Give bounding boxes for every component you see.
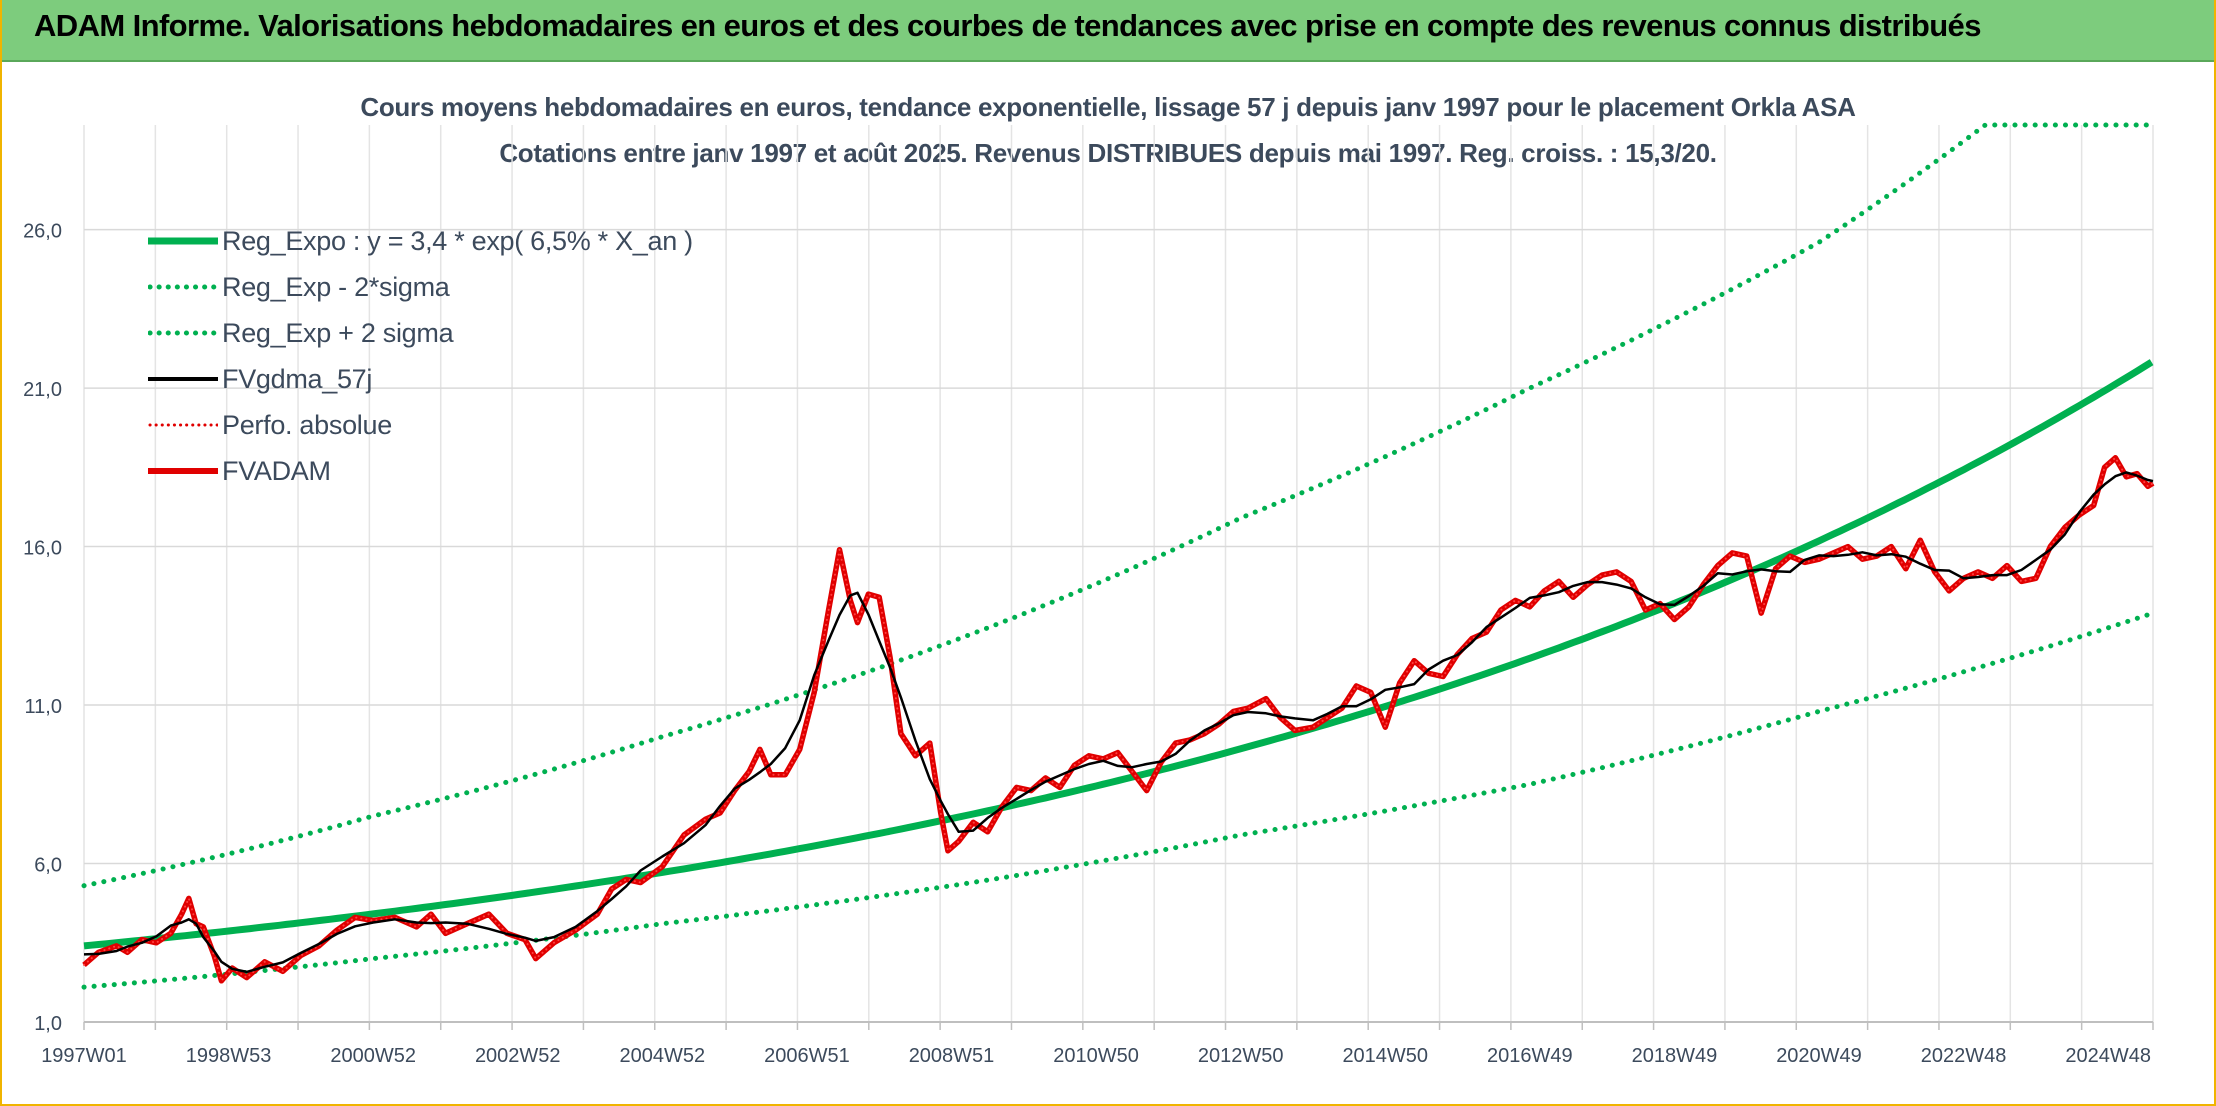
legend-item-reg-exp-minus: Reg_Exp - 2*sigma — [148, 264, 693, 310]
y-tick-label: 21,0 — [23, 379, 62, 401]
legend-label-reg-expo: Reg_Expo : y = 3,4 * exp( 6,5% * X_an ) — [222, 225, 693, 256]
legend-label-perfo: Perfo. absolue — [222, 409, 392, 440]
y-tick-label: 11,0 — [25, 696, 62, 718]
legend-item-fvgdma: FVgdma_57j — [148, 356, 693, 402]
chart-title: Cours moyens hebdomadaires en euros, ten… — [360, 92, 1856, 122]
x-tick-label: 2010W50 — [1053, 1045, 1139, 1067]
series-fvadam — [82, 455, 2155, 984]
x-tick-label: 1997W01 — [41, 1045, 127, 1067]
y-tick-label: 6,0 — [34, 855, 62, 877]
legend-label-reg-exp-plus: Reg_Exp + 2 sigma — [222, 317, 454, 348]
legend-label-fvgdma: FVgdma_57j — [222, 363, 373, 394]
legend-swatch-perfo — [148, 423, 218, 427]
legend-swatch-fvgdma — [148, 377, 218, 381]
series-fvgdma-57j — [83, 471, 2154, 974]
x-tick-label: 2008W51 — [909, 1045, 995, 1067]
x-tick-label: 2012W50 — [1198, 1045, 1284, 1067]
series-perfo-absolue — [83, 456, 2154, 983]
series-reg-exp-minus-2sigma — [81, 610, 2156, 990]
report-title: ADAM Informe. Valorisations hebdomadaire… — [34, 8, 1981, 43]
report-header: ADAM Informe. Valorisations hebdomadaire… — [2, 0, 2214, 62]
y-tick-label: 26,0 — [23, 221, 62, 243]
y-tick-label: 16,0 — [23, 538, 62, 560]
y-tick-label: 1,0 — [34, 1013, 62, 1035]
x-tick-label: 2006W51 — [764, 1045, 850, 1067]
x-tick-label: 2000W52 — [330, 1045, 416, 1067]
legend-item-fvadam: FVADAM — [148, 448, 693, 494]
series-reg-exp-plus-2sigma — [81, 122, 2156, 889]
legend-label-fvadam: FVADAM — [222, 455, 331, 486]
x-tick-label: 2022W48 — [1921, 1045, 2007, 1067]
x-tick-label: 2016W49 — [1487, 1045, 1573, 1067]
legend-swatch-reg-exp-minus — [148, 284, 218, 290]
legend-swatch-reg-expo — [148, 237, 218, 245]
x-tick-label: 1998W53 — [186, 1045, 272, 1067]
legend-item-reg-expo: Reg_Expo : y = 3,4 * exp( 6,5% * X_an ) — [148, 218, 693, 264]
x-tick-label: 2024W48 — [2065, 1045, 2151, 1067]
chart-subtitle: Cotations entre janv 1997 et août 2025. … — [499, 138, 1717, 168]
legend-label-reg-exp-minus: Reg_Exp - 2*sigma — [222, 271, 450, 302]
chart-legend: Reg_Expo : y = 3,4 * exp( 6,5% * X_an ) … — [148, 218, 693, 494]
legend-item-reg-exp-plus: Reg_Exp + 2 sigma — [148, 310, 693, 356]
x-tick-label: 2004W52 — [620, 1045, 706, 1067]
series-reg-expo — [83, 359, 2154, 950]
x-tick-label: 2014W50 — [1342, 1045, 1428, 1067]
x-tick-label: 2002W52 — [475, 1045, 561, 1067]
legend-swatch-fvadam — [148, 468, 218, 474]
legend-swatch-reg-exp-plus — [148, 330, 218, 336]
x-tick-label: 2020W49 — [1776, 1045, 1862, 1067]
legend-item-perfo: Perfo. absolue — [148, 402, 693, 448]
x-tick-label: 2018W49 — [1632, 1045, 1718, 1067]
